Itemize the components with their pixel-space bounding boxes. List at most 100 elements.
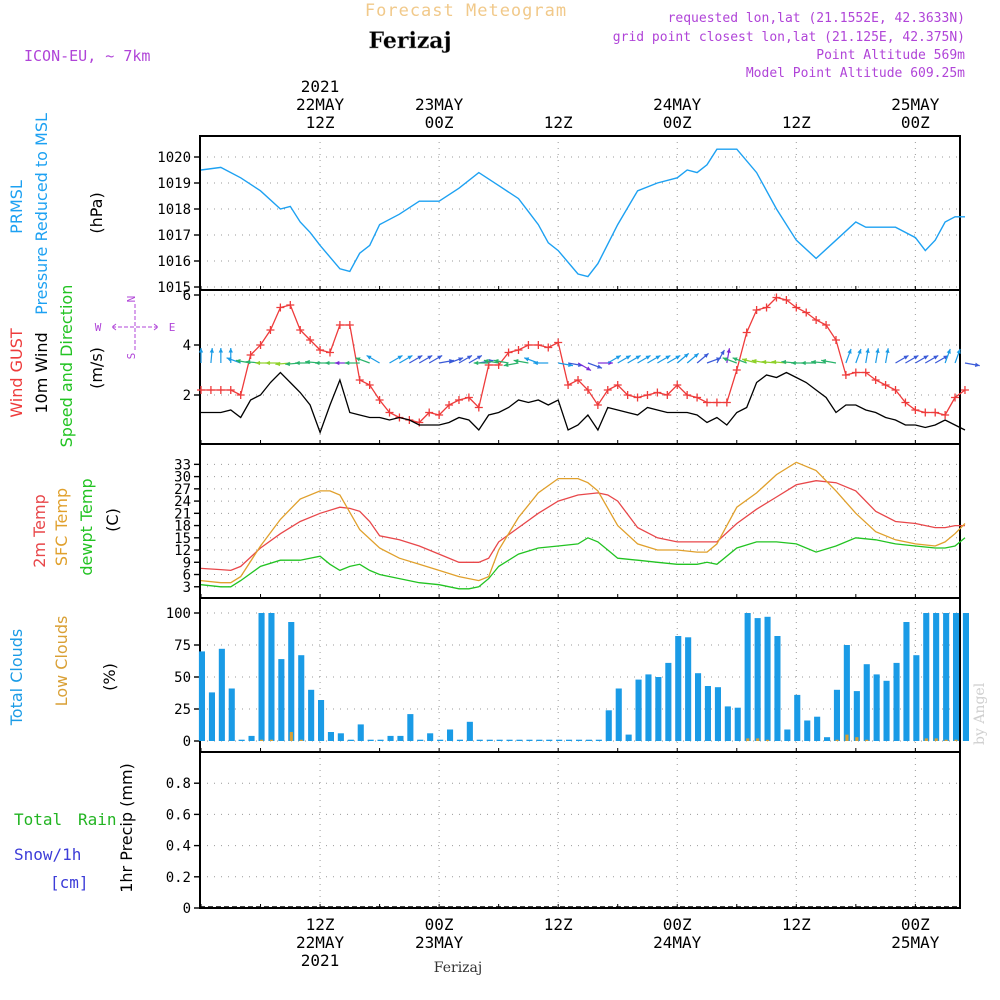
total-cloud-bar (744, 613, 751, 741)
wind-arrow-head (857, 348, 862, 354)
total-cloud-bar (853, 691, 860, 741)
gust-marker (325, 348, 334, 357)
gust-marker (574, 376, 583, 384)
total-cloud-bar (258, 613, 265, 741)
wind-arrow-head (476, 355, 482, 360)
total-cloud-bar (347, 739, 354, 741)
wind-arrow (954, 348, 961, 364)
gust-marker (534, 341, 543, 349)
temp-unit-label: (C) (103, 508, 122, 532)
total-cloud-bar (486, 739, 493, 741)
wind-arrow (821, 359, 837, 364)
gust-marker (792, 303, 801, 312)
wind-arrow (218, 348, 224, 363)
precip-total-label: Total (14, 810, 62, 829)
gust-marker (802, 308, 811, 317)
marks-layer (197, 148, 980, 741)
wind-arrow (944, 348, 951, 364)
gust-marker (891, 386, 900, 394)
y-tick-label: 25 (174, 702, 191, 718)
low-cloud-bar (289, 732, 293, 741)
time-label-bottom: 22MAY (296, 933, 345, 952)
wind-arrow-head (295, 360, 300, 366)
wind-arrow-head (503, 362, 509, 367)
y-tick-label: 9 (183, 555, 191, 571)
y-tick-label: 0.6 (166, 807, 191, 823)
total-cloud-bar (397, 735, 404, 741)
y-tick-label: 0.8 (166, 776, 191, 792)
gust-marker (266, 326, 275, 334)
wind-arrow-head (821, 359, 827, 364)
total-cloud-bar (288, 622, 295, 741)
wind-arrow-head (726, 348, 731, 354)
temp-dewpt-line (200, 537, 966, 590)
model-altitude: Model Point Altitude 609.25m (746, 66, 965, 81)
wind-arrow-head (946, 348, 951, 354)
wind-arrow-head (407, 355, 413, 360)
wind-arrow (726, 348, 731, 364)
gust-marker (851, 368, 860, 377)
wind-arrow (905, 354, 919, 364)
gust-marker (762, 303, 771, 312)
time-label-top: 00Z (663, 113, 692, 132)
wind-arrow-head (437, 355, 443, 360)
total-cloud-bar (298, 655, 305, 741)
wind-arrow-head (885, 348, 890, 354)
gust-marker (603, 386, 612, 394)
wind-arrow-head (956, 348, 961, 354)
y-tick-label: 1020 (157, 150, 191, 166)
compass-east: E (169, 321, 176, 334)
wind-arrow (716, 349, 725, 364)
wind-arrow-head (397, 355, 403, 360)
gust-marker (722, 398, 731, 407)
gust-marker (663, 391, 672, 399)
wind-arrow-head (791, 360, 796, 366)
gust-marker (206, 386, 215, 394)
gust-marker (693, 393, 702, 402)
wind-arrow (503, 362, 519, 367)
time-label-top: 00Z (901, 113, 930, 132)
temp-sfc-line (200, 461, 966, 584)
total-cloud-bar (645, 674, 652, 741)
total-cloud-bar (605, 710, 612, 741)
watermark: by Angel (972, 682, 988, 745)
time-label-bottom: 23MAY (415, 933, 464, 952)
wind-arrow (198, 348, 204, 363)
pressure-label-msl: Pressure Reduced to MSL (32, 113, 51, 315)
compass-west: W (95, 321, 102, 334)
wind-arrow-head (218, 348, 224, 353)
wind-arrow (637, 354, 651, 364)
gust-marker (345, 321, 354, 329)
wind-arrow-head (801, 360, 806, 366)
wind-arrow-head (771, 359, 777, 365)
wind-arrow-head (314, 360, 320, 366)
gust-marker (335, 321, 344, 329)
total-cloud-bar (456, 739, 463, 741)
gust-marker (623, 391, 632, 399)
wind-speed-line (201, 371, 966, 435)
time-label-top: 24MAY (653, 95, 702, 114)
total-cloud-bar (685, 637, 692, 741)
y-tick-label: 0.4 (166, 839, 191, 855)
temp-2m-label: 2m Temp (30, 494, 49, 568)
wind-arrow (483, 359, 499, 364)
wind-arrow-head (417, 355, 423, 360)
gust-marker (931, 408, 940, 417)
total-cloud-bar (447, 729, 454, 741)
wind-arrow-head (655, 355, 661, 360)
wind-arrow (468, 354, 483, 364)
low-cloud-bar (299, 739, 303, 741)
wind-arrow-head (334, 360, 340, 366)
gust-marker (871, 376, 880, 384)
gust-marker (375, 396, 384, 404)
axes-layer (194, 135, 961, 909)
gust-marker (564, 381, 573, 389)
y-tick-label: 1017 (157, 228, 191, 244)
y-tick-label: 50 (174, 670, 191, 686)
gust-marker (445, 401, 454, 409)
wind-arrow-head (625, 355, 631, 360)
total-cloud-bar (913, 655, 920, 741)
wind-arrow-head (305, 359, 310, 365)
total-cloud-bar (714, 687, 721, 741)
gust-marker (544, 343, 553, 352)
